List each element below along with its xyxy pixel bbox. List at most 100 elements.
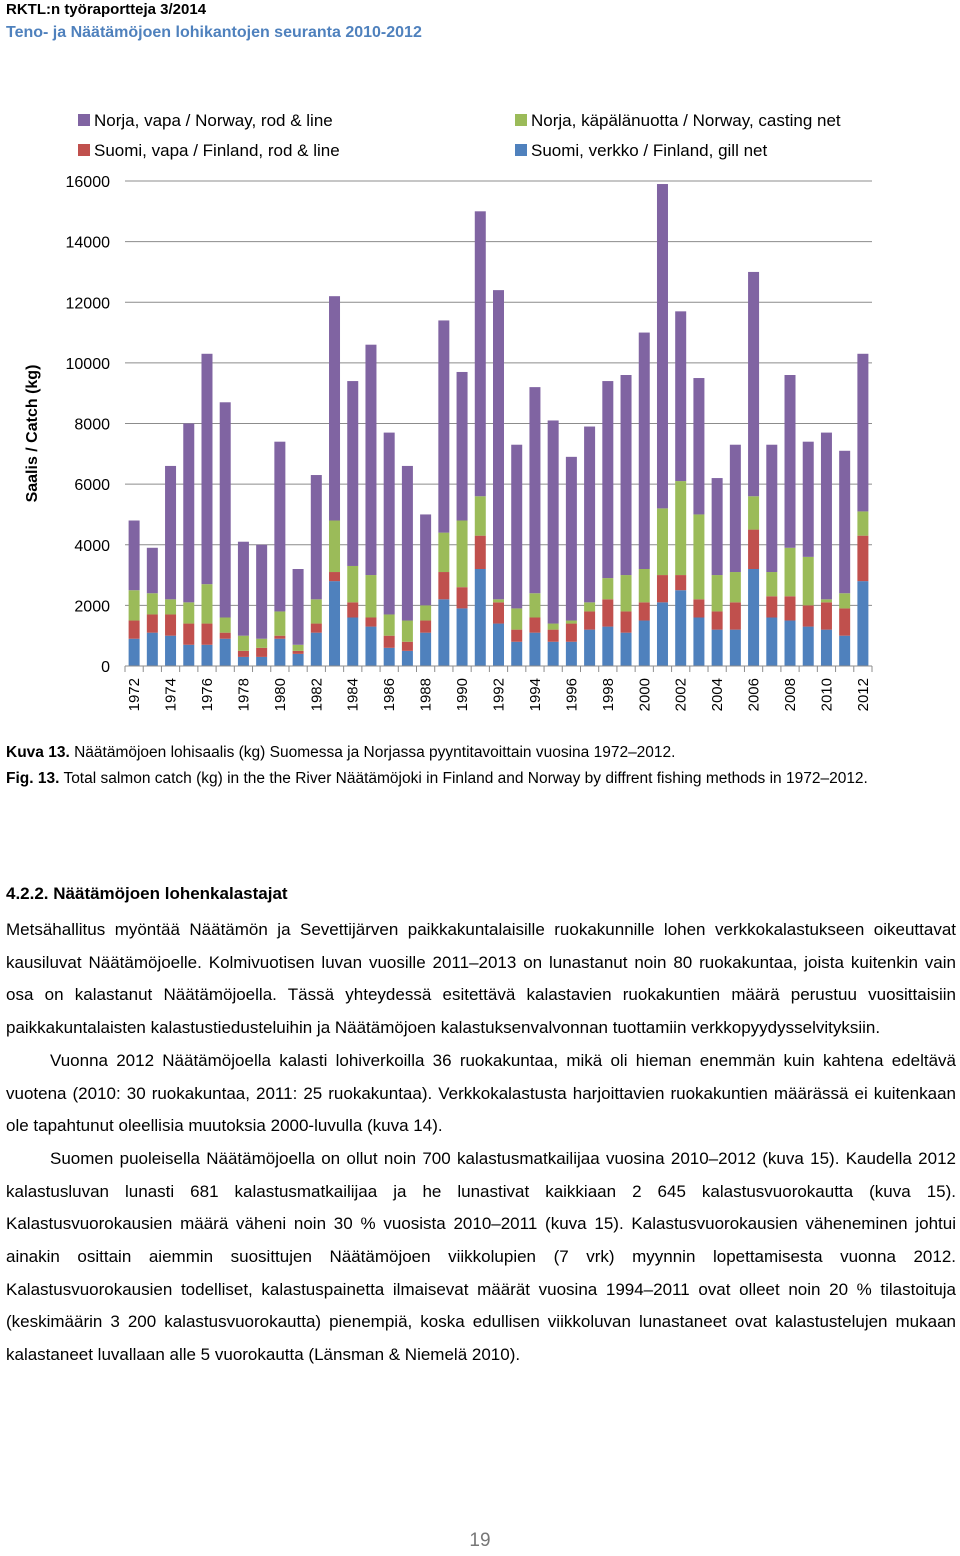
bar-segment	[274, 611, 286, 636]
bar-segment	[256, 544, 268, 639]
bar-segment	[237, 656, 249, 666]
x-tick-label: 1998	[600, 678, 617, 711]
bar-segment	[256, 656, 268, 666]
bar-segment	[620, 375, 632, 576]
bar-segment	[729, 602, 741, 630]
bar-segment	[802, 441, 814, 557]
bar-segment	[729, 629, 741, 666]
bar-segment	[201, 584, 213, 624]
x-tick-label: 1984	[345, 678, 362, 711]
y-tick-label: 14000	[66, 235, 111, 252]
bar-segment	[219, 402, 231, 618]
bar-segment	[183, 423, 195, 603]
bar-segment	[857, 353, 869, 512]
bar-segment	[675, 590, 687, 666]
bar-segment	[165, 465, 177, 600]
legend-swatch	[515, 144, 527, 156]
bar-segment	[656, 575, 668, 603]
bar-segment	[365, 626, 377, 666]
y-axis-title: Saalis / Catch (kg)	[24, 365, 41, 503]
bar-segment	[474, 496, 486, 536]
x-tick-label: 1972	[126, 678, 143, 711]
bar-segment	[638, 620, 650, 666]
y-tick-label: 10000	[66, 356, 111, 373]
x-tick-label: 2004	[709, 678, 726, 711]
bar-segment	[438, 320, 450, 533]
bar-segment	[565, 623, 577, 642]
legend-label: Norja, vapa / Norway, rod & line	[94, 111, 333, 130]
bar-segment	[857, 581, 869, 666]
x-tick-label: 2000	[636, 678, 653, 711]
bar-segment	[493, 290, 504, 600]
bar-segment	[493, 623, 504, 666]
bar-segment	[584, 611, 596, 630]
bar-segment	[620, 611, 632, 633]
bar-segment	[274, 441, 286, 612]
x-tick-label: 2010	[818, 678, 835, 711]
y-tick-label: 0	[101, 659, 110, 676]
y-tick-label: 2000	[74, 598, 110, 615]
bar-segment	[201, 644, 213, 666]
x-tick-label: 1992	[491, 678, 508, 711]
bar-segment	[620, 632, 632, 666]
bar-segment	[474, 211, 486, 497]
caption-text: Näätämöjoen lohisaalis (kg) Suomessa ja …	[74, 744, 676, 761]
bar-segment	[693, 599, 705, 618]
bar-segment	[383, 647, 395, 666]
x-tick-label: 1988	[418, 678, 435, 711]
bar-segment	[784, 375, 796, 548]
bar-segment	[456, 587, 468, 609]
bar-segment	[766, 617, 778, 666]
bar-segment	[547, 629, 559, 642]
y-tick-label: 8000	[74, 417, 110, 434]
x-tick-label: 1974	[163, 678, 180, 711]
bar-segment	[584, 602, 596, 612]
legend-label: Suomi, vapa / Finland, rod & line	[94, 141, 340, 160]
bar-segment	[729, 444, 741, 573]
bar-segment	[401, 465, 413, 621]
bar-segment	[584, 426, 596, 603]
bar-segment	[420, 620, 432, 633]
bar-segment	[329, 572, 341, 582]
bar-segment	[784, 547, 796, 597]
bar-segment	[274, 638, 286, 666]
bar-segment	[219, 617, 231, 633]
bar-segment	[693, 378, 705, 515]
bar-segment	[146, 547, 158, 594]
bar-segment	[474, 535, 486, 569]
bar-segment	[219, 632, 231, 639]
bar-segment	[839, 593, 851, 609]
bar-segment	[565, 456, 577, 621]
bar-segment	[675, 575, 687, 591]
report-title: Teno- ja Näätämöjoen lohikantojen seuran…	[6, 24, 422, 41]
bar-segment	[711, 611, 723, 630]
bar-segment	[656, 602, 668, 666]
bar-segment	[420, 514, 432, 606]
y-tick-label: 6000	[74, 477, 110, 494]
bar-segment	[839, 635, 851, 666]
bar-segment	[620, 575, 632, 612]
caption-label: Kuva 13.	[6, 744, 70, 761]
bar-segment	[839, 608, 851, 636]
bar-segment	[347, 381, 359, 566]
bar-segment	[292, 569, 304, 645]
bar-segment	[347, 565, 359, 603]
bar-segment	[748, 569, 760, 666]
bar-segment	[529, 632, 541, 666]
bar-segment	[802, 605, 814, 627]
bar-segment	[310, 475, 322, 600]
bar-segment	[493, 602, 504, 624]
bar-segment	[511, 608, 523, 630]
x-tick-label: 1996	[563, 678, 580, 711]
bar-segment	[310, 632, 322, 666]
bar-segment	[820, 599, 832, 603]
bar-segment	[602, 626, 614, 666]
bar-segment	[602, 578, 614, 600]
bar-segment	[347, 617, 359, 666]
paragraph: Vuonna 2012 Näätämöjoella kalasti lohive…	[6, 1050, 956, 1136]
legend-label: Norja, käpälänuotta / Norway, casting ne…	[531, 111, 841, 130]
bar-segment	[529, 617, 541, 633]
bar-segment	[547, 623, 559, 630]
bar-segment	[820, 602, 832, 630]
bar-segment	[766, 596, 778, 618]
